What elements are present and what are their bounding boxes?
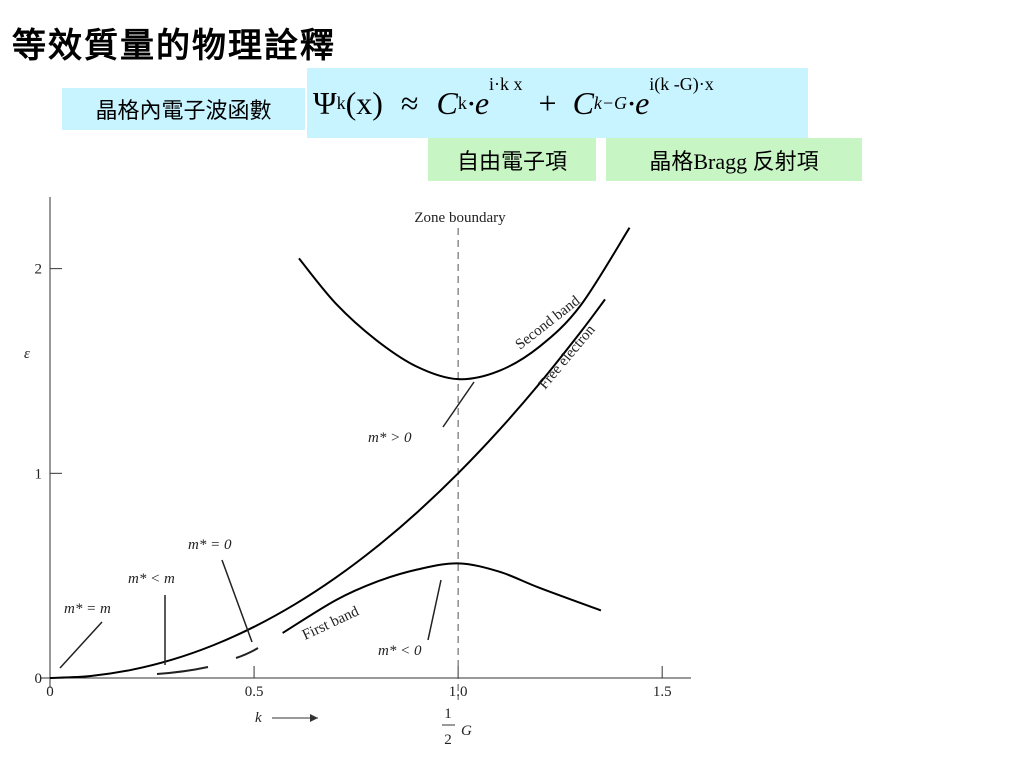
pointer — [235, 647, 259, 659]
boundary-label: 2 — [444, 732, 452, 748]
formula-part: C — [572, 84, 594, 121]
formula-part: k — [457, 92, 467, 113]
formula-part: + — [538, 84, 557, 121]
formula-part: Ψ — [313, 84, 337, 121]
formula-part: k−G — [593, 92, 628, 113]
y-tick-label: 1 — [35, 466, 43, 482]
x-tick-label: 0.5 — [245, 684, 264, 700]
annotation: m* > 0 — [368, 430, 412, 446]
y-axis-label: ε — [24, 346, 30, 362]
formula-part: k — [336, 92, 346, 113]
annotation: m* < m — [128, 571, 175, 587]
formula-part: i(k -G)·x — [649, 74, 714, 94]
curve — [282, 562, 602, 634]
x-tick-label: 1.0 — [449, 684, 468, 700]
boundary-label: 1 — [444, 706, 452, 722]
curve — [49, 298, 606, 679]
formula-part: i·k x — [489, 74, 523, 94]
pointer — [221, 559, 253, 643]
arrow — [310, 714, 318, 722]
y-tick-label: 2 — [35, 262, 43, 278]
formula-part: ≈ — [400, 84, 419, 121]
annotation: m* = 0 — [188, 537, 232, 553]
y-tick-label: 0 — [35, 671, 43, 687]
pointer — [156, 666, 209, 675]
formula-part: ·e — [627, 84, 650, 121]
x-tick-label: 1.5 — [653, 684, 672, 700]
annotation: m* < 0 — [378, 643, 422, 659]
pointer — [427, 579, 442, 641]
x-axis-label: k — [255, 710, 262, 726]
series-label: First band — [300, 603, 362, 643]
annotation: m* = m — [64, 601, 111, 617]
x-tick-label: 0 — [46, 684, 54, 700]
pointer — [59, 621, 103, 669]
annotation: Zone boundary — [414, 210, 506, 226]
free-term: 自由電子項 — [428, 138, 596, 181]
boundary-label: G — [461, 723, 472, 739]
bragg-term: 晶格Bragg 反射項 — [606, 138, 862, 181]
pointer — [442, 381, 475, 428]
formula-part: ·e — [466, 84, 490, 121]
formula-part: (x) — [345, 84, 383, 121]
slide-title: 等效質量的物理詮釋 — [12, 28, 336, 65]
curve — [298, 227, 631, 381]
wavefunction-label: 晶格內電子波函數 — [62, 88, 305, 130]
formula-part: C — [436, 84, 458, 121]
